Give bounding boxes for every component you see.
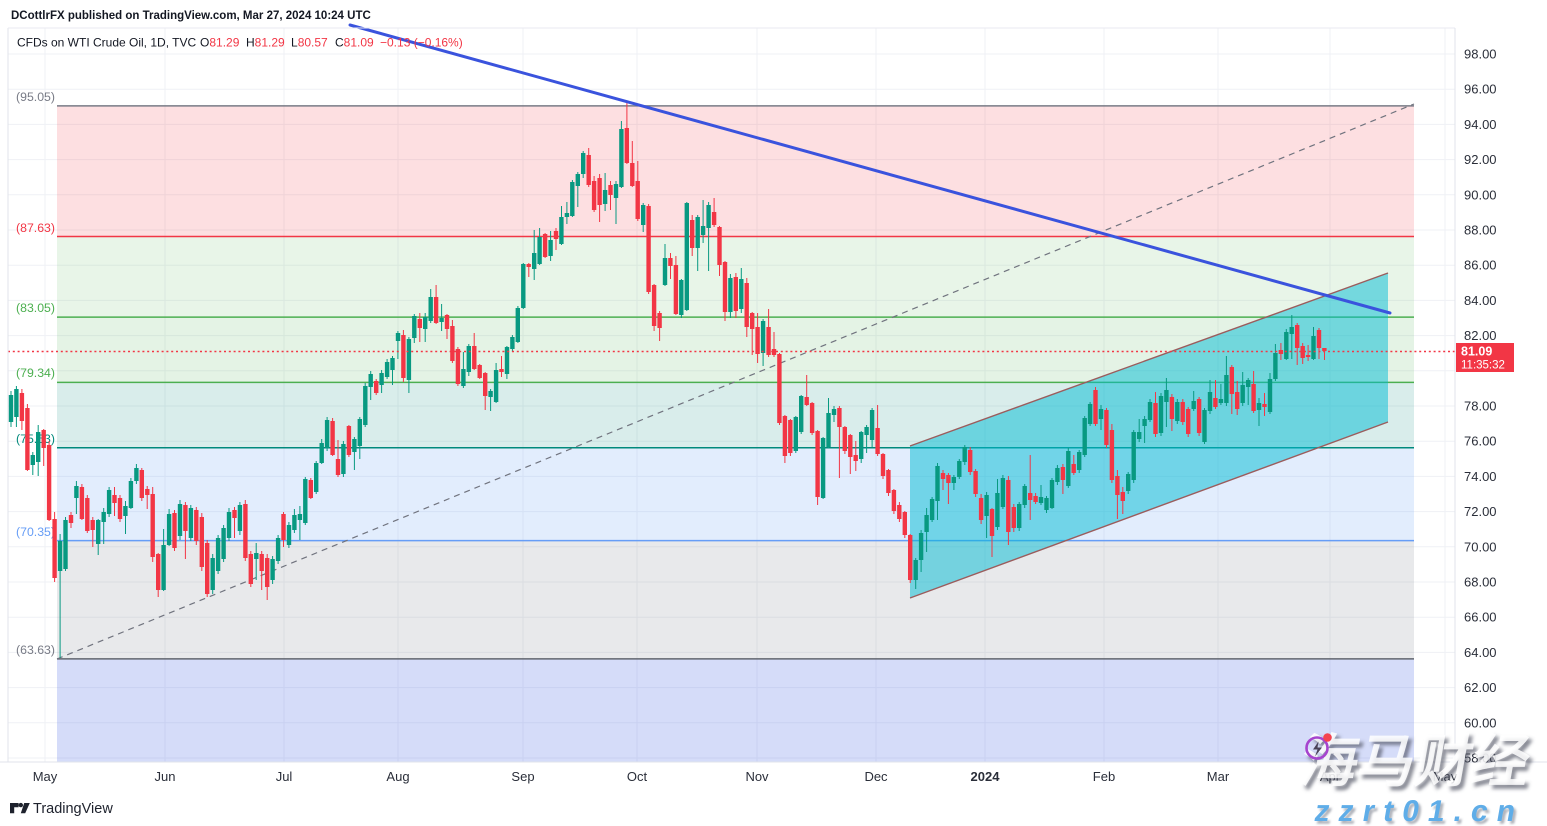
- svg-text:Mar: Mar: [1207, 769, 1230, 784]
- svg-text:70.00: 70.00: [1464, 539, 1497, 554]
- svg-text:Nov: Nov: [745, 769, 769, 784]
- svg-text:zzrt01.cn: zzrt01.cn: [1314, 798, 1529, 826]
- svg-text:94.00: 94.00: [1464, 117, 1497, 132]
- svg-text:DCottlrFX published on Trading: DCottlrFX published on TradingView.com, …: [11, 10, 371, 22]
- svg-text:Apr: Apr: [1320, 769, 1341, 784]
- svg-text:76.00: 76.00: [1464, 434, 1497, 449]
- svg-text:zzrt01.cn: zzrt01.cn: [1312, 795, 1527, 826]
- svg-text:(79.34): (79.34): [16, 366, 55, 380]
- svg-text:May: May: [1433, 769, 1458, 784]
- svg-text:(87.63): (87.63): [16, 221, 55, 235]
- svg-text:Jul: Jul: [276, 769, 293, 784]
- svg-text:2024: 2024: [971, 769, 1001, 784]
- svg-text:(83.05): (83.05): [16, 301, 55, 315]
- svg-text:Sep: Sep: [511, 769, 534, 784]
- svg-text:86.00: 86.00: [1464, 258, 1497, 273]
- svg-text:May: May: [33, 769, 58, 784]
- svg-text:海马财经: 海马财经: [1299, 734, 1538, 798]
- svg-text:海马财经: 海马财经: [1296, 730, 1535, 794]
- svg-text:81.09: 81.09: [1461, 345, 1492, 359]
- svg-text:78.00: 78.00: [1464, 399, 1497, 414]
- svg-text:(95.05): (95.05): [16, 90, 55, 104]
- svg-text:82.00: 82.00: [1464, 328, 1497, 343]
- svg-text:62.00: 62.00: [1464, 680, 1497, 695]
- svg-text:98.00: 98.00: [1464, 47, 1497, 62]
- svg-text:68.00: 68.00: [1464, 575, 1497, 590]
- svg-text:Jun: Jun: [155, 769, 176, 784]
- svg-text:64.00: 64.00: [1464, 645, 1497, 660]
- svg-text:58.00: 58.00: [1464, 751, 1497, 766]
- svg-text:88.00: 88.00: [1464, 223, 1497, 238]
- svg-text:60.00: 60.00: [1464, 715, 1497, 730]
- svg-text:Oct: Oct: [627, 769, 648, 784]
- svg-text:Aug: Aug: [386, 769, 409, 784]
- svg-text:66.00: 66.00: [1464, 610, 1497, 625]
- svg-text:11:35:32: 11:35:32: [1461, 360, 1505, 372]
- svg-text:(70.35): (70.35): [16, 525, 55, 539]
- svg-text:(63.63): (63.63): [16, 643, 55, 657]
- svg-text:74.00: 74.00: [1464, 469, 1497, 484]
- svg-text:Feb: Feb: [1093, 769, 1115, 784]
- svg-text:Dec: Dec: [864, 769, 888, 784]
- svg-text:90.00: 90.00: [1464, 187, 1497, 202]
- svg-text:84.00: 84.00: [1464, 293, 1497, 308]
- svg-text:96.00: 96.00: [1464, 82, 1497, 97]
- svg-text:TradingView: TradingView: [33, 801, 113, 817]
- svg-text:72.00: 72.00: [1464, 504, 1497, 519]
- svg-text:92.00: 92.00: [1464, 152, 1497, 167]
